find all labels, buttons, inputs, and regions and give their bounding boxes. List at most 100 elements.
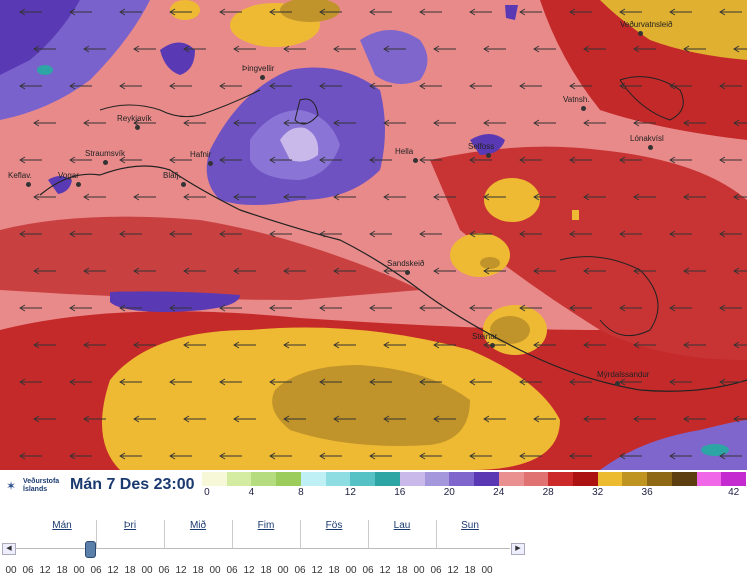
- wind-arrow: [233, 119, 256, 127]
- wind-arrow: [219, 82, 242, 90]
- place-label: Hafnir: [190, 150, 212, 159]
- place-label: Þingvellir: [242, 64, 275, 73]
- timeline-slider-handle[interactable]: [85, 541, 96, 558]
- wind-arrow: [369, 452, 392, 460]
- scale-swatch: [300, 472, 326, 486]
- day-link[interactable]: Mán: [52, 520, 72, 531]
- scale-swatch: [276, 472, 301, 486]
- wind-arrow: [219, 378, 242, 386]
- wind-arrow: [683, 341, 706, 349]
- next-arrow-button[interactable]: ▶: [511, 543, 525, 555]
- hour-label: 18: [192, 565, 204, 576]
- hour-label: 12: [107, 565, 119, 576]
- day-link[interactable]: Fös: [325, 520, 343, 531]
- wind-arrow: [569, 156, 592, 164]
- day-link[interactable]: Fim: [257, 520, 275, 531]
- wind-arrow: [619, 304, 642, 312]
- scale-tick: 42: [728, 487, 740, 498]
- wind-arrow: [469, 8, 492, 16]
- wind-arrow: [269, 82, 292, 90]
- wind-arrow: [569, 378, 592, 386]
- hour-label: 06: [362, 565, 374, 576]
- wind-arrow: [519, 304, 542, 312]
- wind-arrow: [333, 415, 356, 423]
- wind-arrow: [633, 341, 656, 349]
- day-link[interactable]: Sun: [461, 520, 479, 531]
- day-link[interactable]: Mið: [189, 520, 207, 531]
- wind-arrow: [519, 230, 542, 238]
- hour-label: 18: [464, 565, 476, 576]
- hour-label: 18: [56, 565, 68, 576]
- hour-label: 06: [158, 565, 170, 576]
- wind-arrow: [369, 230, 392, 238]
- day-link[interactable]: Þri: [123, 520, 137, 531]
- place-label: Sandskeið: [387, 259, 425, 268]
- timeline-track[interactable]: [16, 548, 510, 549]
- scale-swatch: [399, 472, 425, 486]
- place-label: Steinar: [472, 332, 498, 341]
- wind-arrow: [669, 304, 692, 312]
- wind-arrow: [133, 267, 156, 275]
- scale-tick: 36: [641, 487, 653, 498]
- hour-label: 12: [243, 565, 255, 576]
- hour-label: 06: [90, 565, 102, 576]
- scale-swatch: [597, 472, 623, 486]
- wind-arrow: [419, 230, 442, 238]
- wind-arrow: [469, 82, 492, 90]
- wind-arrow: [719, 82, 742, 90]
- place-dot: [181, 182, 186, 187]
- wind-arrow: [169, 304, 192, 312]
- hour-label: 18: [260, 565, 272, 576]
- wind-arrow: [683, 119, 706, 127]
- wind-arrow: [483, 267, 506, 275]
- hour-label: 18: [396, 565, 408, 576]
- wind-arrow: [469, 156, 492, 164]
- wind-arrow: [419, 82, 442, 90]
- wind-arrow: [33, 193, 56, 201]
- scale-tick: 4: [248, 487, 255, 498]
- place-dot: [413, 158, 418, 163]
- wind-arrow: [533, 267, 556, 275]
- wind-arrow: [419, 378, 442, 386]
- place-dot: [638, 31, 643, 36]
- wind-arrow: [183, 341, 206, 349]
- place-dot: [405, 270, 410, 275]
- wind-arrow: [683, 193, 706, 201]
- wind-arrow: [669, 8, 692, 16]
- wind-arrow: [333, 341, 356, 349]
- wind-arrow: [533, 45, 556, 53]
- wind-arrow: [433, 341, 456, 349]
- wind-arrow: [69, 452, 92, 460]
- previous-arrow-button[interactable]: ◀: [2, 543, 16, 555]
- wind-arrow: [19, 378, 42, 386]
- scale-swatch: [696, 472, 722, 486]
- wind-arrow: [669, 156, 692, 164]
- wind-arrow: [69, 156, 92, 164]
- scale-swatch: [449, 472, 475, 486]
- wind-arrow: [283, 119, 306, 127]
- wind-arrow: [19, 8, 42, 16]
- wind-arrow: [383, 45, 406, 53]
- scale-swatch: [548, 472, 574, 486]
- wind-arrow: [133, 341, 156, 349]
- wind-arrow: [383, 415, 406, 423]
- wind-arrow: [483, 119, 506, 127]
- wind-arrow: [719, 378, 742, 386]
- day-separator: [232, 520, 233, 548]
- wind-arrow: [319, 304, 342, 312]
- wind-arrow: [533, 415, 556, 423]
- scale-swatch: [721, 472, 747, 486]
- wind-arrow: [333, 193, 356, 201]
- hour-label: 06: [226, 565, 238, 576]
- hour-label: 00: [413, 565, 425, 576]
- day-link[interactable]: Lau: [393, 520, 411, 531]
- wind-arrow: [119, 156, 142, 164]
- wind-arrow: [519, 156, 542, 164]
- wind-arrow: [669, 82, 692, 90]
- wind-arrow: [633, 193, 656, 201]
- scale-swatch: [498, 472, 524, 486]
- place-dot: [648, 145, 653, 150]
- scale-swatch: [523, 472, 549, 486]
- timeline[interactable]: Mán Þri Mið Fim Fös Lau Sun ◀ ▶ 00 06 12 18 00 06 12…: [0, 500, 747, 581]
- wind-arrow: [569, 8, 592, 16]
